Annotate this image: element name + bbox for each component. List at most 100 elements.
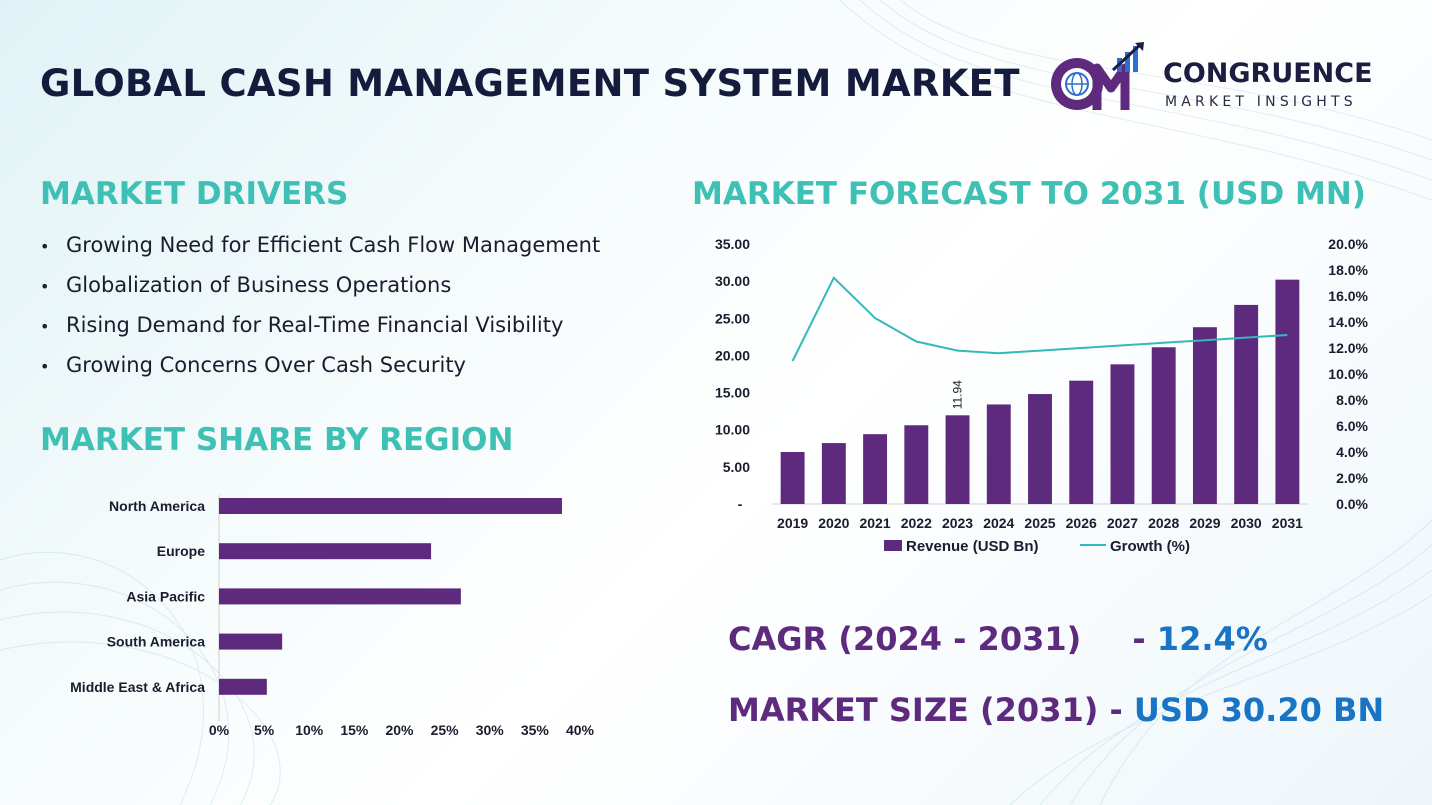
region-bar <box>219 588 461 605</box>
logo-bar-icon <box>1133 46 1138 72</box>
x-tick-label: 15% <box>340 722 369 738</box>
x-tick-label: 35% <box>521 722 550 738</box>
x-tick-label: 2026 <box>1066 515 1097 531</box>
x-tick-label: 2019 <box>777 515 808 531</box>
logo-mark <box>1051 42 1144 110</box>
x-tick-label: 30% <box>476 722 505 738</box>
right-y-tick-label: 10.0% <box>1328 366 1368 382</box>
x-tick-label: 25% <box>431 722 460 738</box>
region-label: Asia Pacific <box>126 588 205 604</box>
x-tick-label: 2031 <box>1272 515 1303 531</box>
region-label: North America <box>109 498 205 514</box>
revenue-bar <box>780 452 805 504</box>
left-y-tick-label: 30.00 <box>715 273 750 289</box>
revenue-bar <box>986 404 1011 504</box>
right-y-tick-label: 12.0% <box>1328 340 1368 356</box>
region-bar <box>219 678 267 695</box>
legend-revenue-swatch <box>884 540 902 551</box>
driver-item: • Growing Need for Efficient Cash Flow Ma… <box>40 230 600 270</box>
revenue-bar <box>1234 304 1259 504</box>
left-y-tick-label: 5.00 <box>723 459 750 475</box>
revenue-bar <box>863 434 888 504</box>
revenue-bar <box>1110 364 1135 504</box>
legend-growth-label: Growth (%) <box>1110 538 1190 555</box>
x-tick-label: 5% <box>254 722 275 738</box>
x-tick-label: 20% <box>385 722 414 738</box>
logo-brand-text: CONGRUENCE <box>1163 58 1373 89</box>
bullet-icon: • <box>40 357 50 376</box>
driver-text: Rising Demand for Real-Time Financial Vi… <box>66 313 564 337</box>
revenue-bar <box>904 425 929 504</box>
left-y-tick-label: 20.00 <box>715 347 750 363</box>
left-y-tick-label: - <box>738 496 743 512</box>
right-y-tick-label: 8.0% <box>1336 392 1368 408</box>
region-share-chart: North America Europe Asia Pacific South Ame… <box>70 495 595 738</box>
region-bar <box>219 498 562 514</box>
region-label: Europe <box>157 543 205 559</box>
market-forecast-heading: MARKET FORECAST TO 2031 (USD MN) <box>692 176 1366 212</box>
right-y-tick-label: 18.0% <box>1328 262 1368 278</box>
x-tick-label: 2028 <box>1148 515 1179 531</box>
market-forecast-chart: - 5.00 10.00 15.00 20.00 25.00 30.00 35.00 0.0% 2… <box>715 236 1369 555</box>
x-tick-label: 2021 <box>859 515 890 531</box>
market-size-label: MARKET SIZE (2031) <box>728 691 1099 729</box>
legend-revenue-label: Revenue (USD Bn) <box>906 538 1039 555</box>
market-drivers-list: • Growing Need for Efficient Cash Flow Ma… <box>40 230 600 390</box>
revenue-bar <box>945 415 970 504</box>
x-tick-label: 2020 <box>818 515 849 531</box>
revenue-bar <box>1275 279 1300 504</box>
cagr-label: CAGR (2024 - 2031) <box>728 620 1082 658</box>
x-tick-label: 2030 <box>1231 515 1262 531</box>
region-bar <box>219 633 283 650</box>
x-tick-label: 2029 <box>1189 515 1220 531</box>
revenue-bar <box>821 443 846 504</box>
x-tick-label: 2023 <box>942 515 973 531</box>
revenue-bar <box>1151 347 1176 504</box>
driver-item: • Rising Demand for Real-Time Financial V… <box>40 310 600 350</box>
right-y-tick-label: 14.0% <box>1328 314 1368 330</box>
logo-tagline: MARKET INSIGHTS <box>1165 94 1357 110</box>
logo-arrowhead-icon <box>1135 42 1144 51</box>
bullet-icon: • <box>40 277 50 296</box>
globe-icon-meridian <box>1071 72 1083 96</box>
left-y-tick-label: 15.00 <box>715 385 750 401</box>
bullet-icon: • <box>40 317 50 336</box>
x-tick-label: 0% <box>209 722 230 738</box>
market-drivers-heading: MARKET DRIVERS <box>40 176 349 212</box>
x-tick-label: 10% <box>295 722 324 738</box>
bar-data-label: 11.94 <box>951 380 965 409</box>
revenue-bar <box>1192 327 1217 504</box>
right-y-tick-label: 20.0% <box>1328 236 1368 252</box>
market-size-statement: MARKET SIZE (2031) - USD 30.20 BN <box>728 691 1384 729</box>
market-share-by-region-heading: MARKET SHARE BY REGION <box>40 422 514 458</box>
right-y-tick-label: 4.0% <box>1336 444 1368 460</box>
right-y-tick-label: 0.0% <box>1336 496 1368 512</box>
right-y-tick-label: 6.0% <box>1336 418 1368 434</box>
left-y-tick-label: 10.00 <box>715 422 750 438</box>
logo-m-shape <box>1092 63 1130 110</box>
bullet-icon: • <box>40 237 50 256</box>
revenue-bar <box>1028 394 1052 504</box>
x-tick-label: 2025 <box>1024 515 1055 531</box>
cagr-separator: - <box>1132 620 1146 658</box>
market-size-separator: - <box>1109 691 1123 729</box>
driver-item: • Growing Concerns Over Cash Security <box>40 350 600 390</box>
logo-bar-icon <box>1125 52 1130 72</box>
right-y-tick-label: 16.0% <box>1328 288 1368 304</box>
x-tick-label: 2024 <box>983 515 1014 531</box>
region-bar <box>219 543 432 560</box>
left-y-tick-label: 35.00 <box>715 236 750 252</box>
cagr-statement: CAGR (2024 - 2031) - 12.4% <box>728 620 1268 658</box>
page-title: GLOBAL CASH MANAGEMENT SYSTEM MARKET <box>40 62 1020 105</box>
cagr-value: 12.4% <box>1156 620 1268 658</box>
driver-text: Globalization of Business Operations <box>66 273 452 297</box>
company-logo: CONGRUENCE MARKET INSIGHTS <box>1045 40 1405 120</box>
driver-text: Growing Concerns Over Cash Security <box>66 353 466 377</box>
x-tick-label: 2027 <box>1107 515 1138 531</box>
driver-text: Growing Need for Efficient Cash Flow Man… <box>66 233 601 257</box>
logo-arrow-icon <box>1111 42 1143 72</box>
region-label: South America <box>107 634 205 650</box>
x-tick-label: 2022 <box>901 515 932 531</box>
driver-item: • Globalization of Business Operations <box>40 270 600 310</box>
